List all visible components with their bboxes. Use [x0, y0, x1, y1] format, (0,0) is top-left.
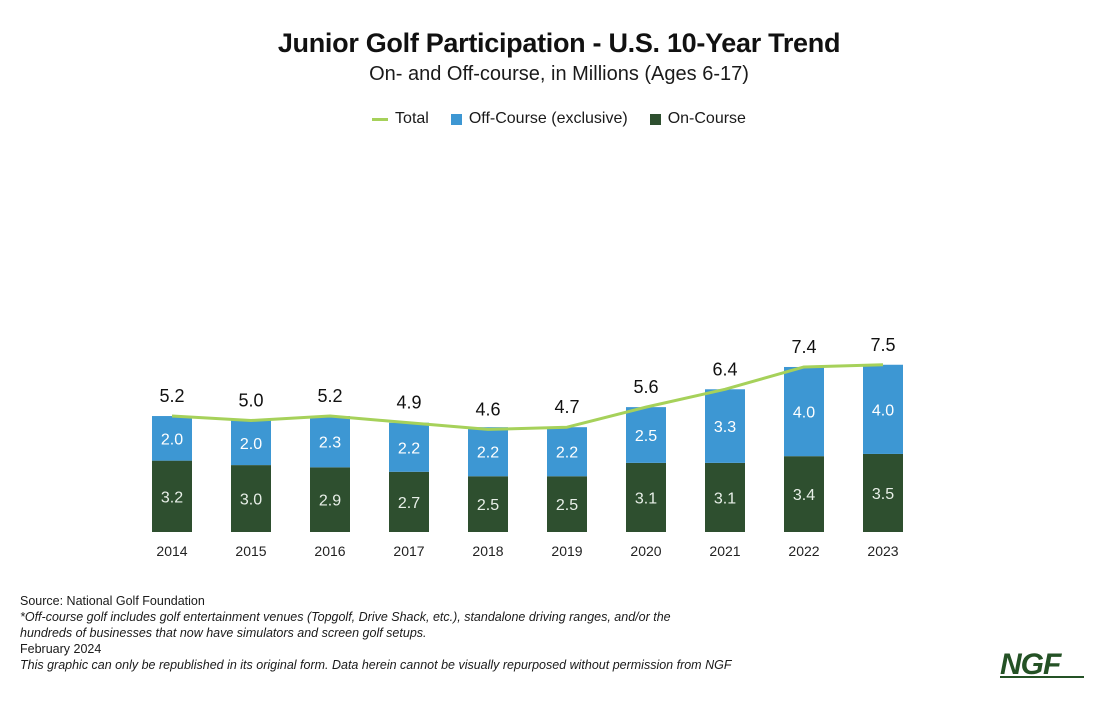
label-total-2017: 4.9 [396, 393, 421, 413]
label-on-course-2023: 3.5 [872, 486, 894, 503]
legend-label-total: Total [395, 110, 429, 127]
x-tick-2016: 2016 [314, 543, 345, 559]
bar-on-course-2021 [705, 462, 745, 532]
bar-off-course-2021 [705, 389, 745, 463]
x-tick-2018: 2018 [472, 543, 503, 559]
chart-subtitle: On- and Off-course, in Millions (Ages 6-… [369, 63, 749, 85]
legend-swatch-off-course [450, 113, 462, 125]
bar-off-course-2019 [547, 427, 587, 477]
legend-label-on-course: On-Course [667, 110, 746, 127]
label-on-course-2019: 2.5 [556, 497, 578, 514]
label-on-course-2020: 3.1 [635, 490, 657, 507]
label-total-2022: 7.4 [791, 337, 816, 357]
label-off-course-2014: 2.0 [161, 431, 183, 448]
label-total-2020: 5.6 [633, 377, 658, 397]
bar-on-course-2018 [468, 476, 508, 532]
date-text: February 2024 [20, 642, 102, 656]
bar-on-course-2020 [626, 462, 666, 532]
x-tick-2022: 2022 [788, 543, 819, 559]
bar-off-course-2014 [152, 416, 192, 461]
bar-off-course-2022 [784, 366, 824, 457]
footnote-line-2: hundreds of businesses that now have sim… [20, 626, 427, 640]
label-on-course-2015: 3.0 [240, 492, 262, 509]
bar-off-course-2020 [626, 407, 666, 463]
legend-label-off-course: Off-Course (exclusive) [468, 110, 628, 127]
legend-swatch-total [372, 117, 389, 121]
x-tick-2015: 2015 [235, 543, 266, 559]
label-off-course-2016: 2.3 [319, 435, 341, 452]
label-total-2019: 4.7 [554, 397, 579, 417]
total-line [171, 363, 884, 431]
chart-title: Junior Golf Participation - U.S. 10-Year… [277, 28, 841, 58]
label-off-course-2020: 2.5 [635, 428, 657, 445]
x-tick-2020: 2020 [630, 543, 661, 559]
label-on-course-2014: 3.2 [161, 489, 183, 506]
label-on-course-2018: 2.5 [477, 497, 499, 514]
label-total-2018: 4.6 [475, 399, 500, 419]
label-on-course-2017: 2.7 [398, 495, 420, 512]
x-tick-2014: 2014 [156, 543, 187, 559]
bar-on-course-2019 [547, 476, 587, 532]
bar-on-course-2016 [310, 467, 350, 532]
bar-off-course-2017 [389, 422, 429, 472]
x-tick-2021: 2021 [709, 543, 740, 559]
x-tick-2019: 2019 [551, 543, 582, 559]
x-tick-2023: 2023 [867, 543, 898, 559]
bar-off-course-2018 [468, 427, 508, 477]
ngf-logo: NGF [1000, 648, 1061, 681]
legend-item-off-course: Off-Course (exclusive) [450, 110, 628, 128]
legend-item-total: Total [372, 110, 429, 128]
bar-on-course-2014 [152, 460, 192, 532]
label-total-2016: 5.2 [317, 386, 342, 406]
label-total-2021: 6.4 [712, 359, 737, 379]
bar-on-course-2015 [231, 465, 271, 532]
label-off-course-2021: 3.3 [714, 419, 736, 436]
label-off-course-2017: 2.2 [398, 440, 420, 457]
label-total-2014: 5.2 [159, 386, 184, 406]
label-on-course-2022: 3.4 [793, 487, 815, 504]
label-off-course-2022: 4.0 [793, 405, 815, 422]
bar-off-course-2016 [310, 416, 350, 468]
label-off-course-2019: 2.2 [556, 445, 578, 462]
legend-item-on-course: On-Course [649, 110, 746, 128]
label-total-2015: 5.0 [238, 391, 263, 411]
bar-off-course-2015 [231, 420, 271, 466]
label-off-course-2018: 2.2 [477, 445, 499, 462]
x-tick-2017: 2017 [393, 543, 424, 559]
label-off-course-2015: 2.0 [240, 436, 262, 453]
bar-on-course-2023 [863, 453, 903, 532]
label-off-course-2023: 4.0 [872, 402, 894, 419]
label-on-course-2021: 3.1 [714, 490, 736, 507]
legend-swatch-on-course [649, 113, 661, 125]
label-total-2023: 7.5 [870, 335, 895, 355]
footnote-line-1: *Off-course golf includes golf entertain… [20, 610, 671, 624]
label-on-course-2016: 2.9 [319, 493, 341, 510]
disclaimer-text: This graphic can only be republished in … [20, 658, 732, 672]
bar-off-course-2023 [863, 364, 903, 454]
bar-on-course-2022 [784, 456, 824, 532]
ngf-logo-underline [1000, 676, 1084, 678]
legend: Total Off-Course (exclusive) On-Course [0, 110, 1118, 128]
source-text: Source: National Golf Foundation [20, 594, 205, 608]
footer: Source: National Golf Foundation *Off-co… [20, 593, 731, 673]
bar-on-course-2017 [389, 471, 429, 532]
